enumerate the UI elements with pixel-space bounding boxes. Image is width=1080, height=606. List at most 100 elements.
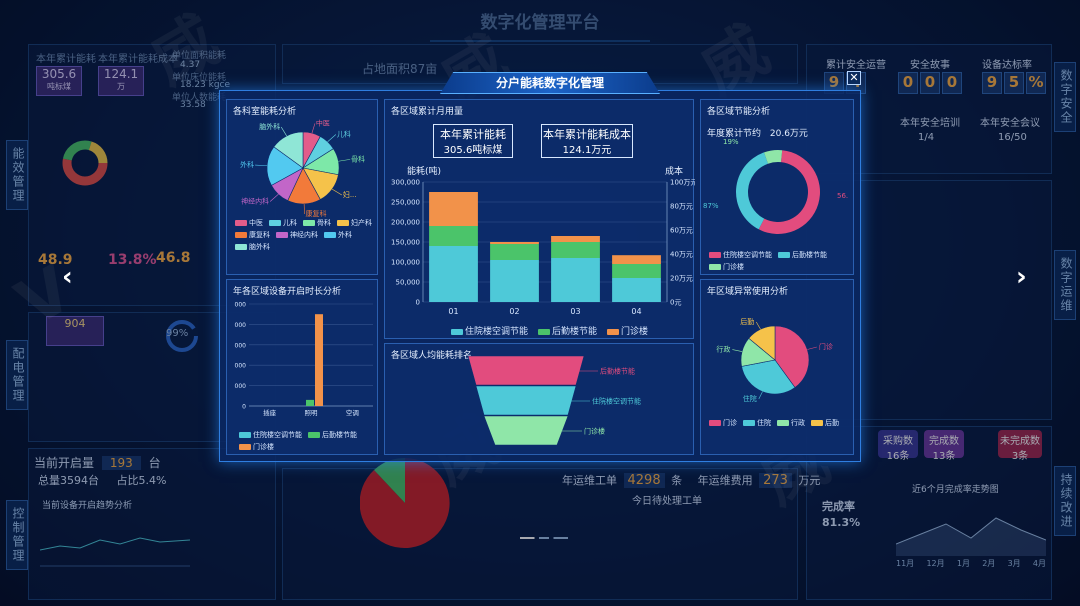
tab-energy-management[interactable]: 能效管理 xyxy=(6,140,28,210)
legend-item[interactable]: 住院楼空调节能 xyxy=(451,324,528,337)
slice-label: 56. xyxy=(837,192,848,200)
zone-saving-title: 各区域节能分析 xyxy=(707,107,771,117)
legend-item[interactable]: 神经内科 xyxy=(276,230,318,240)
legend-item[interactable]: 行政 xyxy=(777,418,805,428)
kpi-energy-value: 305.6吨标煤 xyxy=(443,145,503,156)
legend-item[interactable]: 住院楼空调节能 xyxy=(709,250,772,260)
legend-item[interactable]: 门诊楼 xyxy=(239,442,274,452)
bar xyxy=(551,236,600,242)
tab-digital-safety[interactable]: 数字安全 xyxy=(1054,62,1076,132)
legend-item[interactable]: 门诊楼 xyxy=(709,262,744,272)
callout-label: 神经内科 xyxy=(241,197,269,206)
dept-energy-title: 各科室能耗分析 xyxy=(233,107,297,117)
y-tick-label: 250,000 xyxy=(391,199,420,207)
bg-cost-unit: 万 xyxy=(117,82,125,91)
legend-item[interactable]: 康复科 xyxy=(235,230,270,240)
bg-incident-digit-1: 0 xyxy=(898,72,918,94)
callout-label: 儿科 xyxy=(337,129,351,138)
legend-item[interactable]: 脑外科 xyxy=(235,242,270,252)
bg-meeting-label: 本年安全会议 xyxy=(980,118,1040,129)
bg-cost-label: 本年累计能耗成本 xyxy=(98,54,178,65)
legend-item[interactable]: 后勤楼节能 xyxy=(308,430,357,440)
zone-saving-amount: 20.6万元 xyxy=(769,129,808,139)
legend-item[interactable]: 住院楼空调节能 xyxy=(239,430,302,440)
bg-work-order-row: 年运维工单 4298 条 年运维费用 273 万元 xyxy=(562,472,820,488)
bg-ratio-label: 占比5.4% xyxy=(116,474,167,487)
close-button[interactable]: ✕ xyxy=(847,71,861,85)
bg-trend-title-left: 当前设备开启趋势分析 xyxy=(42,501,133,511)
bar xyxy=(551,242,600,258)
callout-line xyxy=(311,123,316,134)
bar xyxy=(429,246,478,302)
callout-line xyxy=(280,126,287,137)
left-axis-label: 能耗(吨) xyxy=(407,167,442,177)
callout-label: 骨科 xyxy=(351,154,365,163)
pie-slice xyxy=(741,359,796,395)
bg-donut-chart xyxy=(62,140,108,186)
bg-rate-digit-1: 9 xyxy=(982,72,1002,94)
modal-title: 分户能耗数字化管理 xyxy=(440,72,660,94)
legend-swatch xyxy=(777,420,789,426)
funnel-segment xyxy=(483,415,569,446)
funnel-card: 各区域人均能耗排名 后勤楼节能 住院楼空调节能 门诊楼 xyxy=(384,343,694,455)
legend-item[interactable]: 后勤楼节能 xyxy=(538,324,597,337)
kpi-energy-box: 本年累计能耗 305.6吨标煤 xyxy=(433,124,513,158)
legend-item[interactable]: 中医 xyxy=(235,218,263,228)
tab-digital-ops[interactable]: 数字运维 xyxy=(1054,250,1076,320)
funnel-segment xyxy=(467,355,585,386)
legend-item[interactable]: 门诊 xyxy=(709,418,737,428)
center-bottom-panel xyxy=(282,468,798,600)
prev-arrow-icon[interactable]: ‹ xyxy=(62,262,73,292)
legend-item[interactable]: 门诊楼 xyxy=(607,324,648,337)
callout-line xyxy=(756,321,761,330)
legend-swatch xyxy=(239,432,251,438)
bg-pill-unfinished: 未完成数 3条 xyxy=(998,430,1042,462)
legend-item[interactable]: 儿科 xyxy=(269,218,297,228)
bg-safe-days-label: 累计安全运营 xyxy=(826,60,886,71)
legend-item[interactable]: 后勤楼节能 xyxy=(778,250,827,260)
legend-label: 行政 xyxy=(791,419,805,427)
legend-item[interactable]: 住院 xyxy=(743,418,771,428)
bg-cost-value: 124.1 xyxy=(103,67,139,81)
y-tick-label: 000 xyxy=(235,302,247,309)
tab-power-management[interactable]: 配电管理 xyxy=(6,340,28,410)
bg-energy-unit: 吨标煤 xyxy=(47,82,71,91)
bg-trend-chart-left xyxy=(40,537,190,567)
legend-item[interactable]: 骨科 xyxy=(303,218,331,228)
x-tick-label: 03 xyxy=(570,307,580,316)
bg-month-label: 3月 xyxy=(1007,559,1021,568)
bg-incident-digit-3: 0 xyxy=(942,72,962,94)
legend-item[interactable]: 妇产科 xyxy=(337,218,372,228)
legend-item[interactable]: 外科 xyxy=(324,230,352,240)
bg-saving-value: 48.9 xyxy=(38,252,73,268)
bg-total-row: 总量3594台 占比5.4% xyxy=(38,472,166,488)
tab-control-management[interactable]: 控制管理 xyxy=(6,500,28,570)
zone-donut-chart: 19% 87% 56. xyxy=(703,138,848,234)
bg-cost-value-box: 124.1 万 xyxy=(98,66,144,96)
bar xyxy=(612,264,661,278)
y-tick-label: 50,000 xyxy=(396,279,421,287)
kpi-energy-label: 本年累计能耗 xyxy=(440,128,506,141)
bg-carousel-dots[interactable] xyxy=(520,537,568,539)
bar xyxy=(612,255,661,264)
callout-line xyxy=(269,194,279,202)
y2-tick-label: 100万元 xyxy=(670,179,695,187)
legend-swatch xyxy=(235,232,247,238)
bg-unit-bed-label: 单位床位能耗 xyxy=(172,73,227,83)
funnel-title: 各区域人均能耗排名 xyxy=(391,351,473,361)
bar xyxy=(551,258,600,302)
y2-tick-label: 40万元 xyxy=(670,251,693,259)
legend-swatch xyxy=(778,252,790,258)
next-arrow-icon[interactable]: › xyxy=(1016,262,1027,292)
y-tick-label: 200,000 xyxy=(391,219,420,227)
legend-swatch xyxy=(276,232,288,238)
tab-continuous-improve[interactable]: 持续改进 xyxy=(1054,466,1076,536)
y-tick-label: 000 xyxy=(235,363,247,370)
callout-label: 外科 xyxy=(240,160,254,169)
legend-item[interactable]: 后勤 xyxy=(811,418,839,428)
callout-line xyxy=(732,349,743,352)
bg-area-text: 占地面积87亩 xyxy=(362,62,438,76)
callout-line xyxy=(255,164,268,167)
funnel-segment xyxy=(475,385,577,416)
